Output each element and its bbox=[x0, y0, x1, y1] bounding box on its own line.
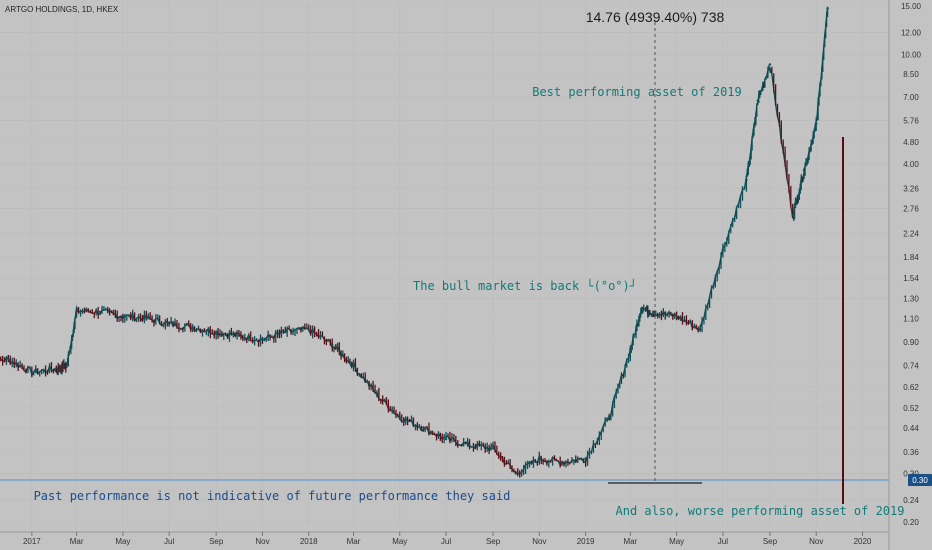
price-tick-label: 0.90 bbox=[903, 338, 919, 347]
price-point bbox=[145, 317, 148, 320]
annotation-best-performing: Best performing asset of 2019 bbox=[532, 85, 742, 99]
time-tick-label: Mar bbox=[70, 537, 84, 546]
price-tick-label: 4.80 bbox=[903, 138, 919, 147]
time-tick-label: Sep bbox=[209, 537, 224, 546]
time-axis: 2017 Mar May Jul Sep Nov 2018 Mar May Jul Sep Nov 20… bbox=[23, 532, 872, 546]
time-tick-label: Sep bbox=[763, 537, 778, 546]
time-tick-label: Jul bbox=[164, 537, 174, 546]
price-tick-label: 0.62 bbox=[903, 383, 919, 392]
price-tick-label: 7.00 bbox=[903, 93, 919, 102]
price-point bbox=[375, 393, 379, 396]
price-point bbox=[352, 364, 355, 367]
price-point bbox=[75, 309, 78, 313]
price-point bbox=[30, 371, 34, 374]
price-point bbox=[560, 460, 564, 464]
price-point bbox=[237, 334, 241, 337]
price-point bbox=[791, 214, 794, 217]
time-tick-label: May bbox=[392, 537, 407, 546]
time-tick-label: 2019 bbox=[577, 537, 595, 546]
price-tick-label: 5.76 bbox=[903, 116, 919, 125]
price-point bbox=[167, 322, 171, 326]
price-tick-label: 3.26 bbox=[903, 184, 919, 193]
price-point bbox=[422, 426, 425, 429]
price-point bbox=[191, 326, 194, 329]
time-tick-label: Jul bbox=[441, 537, 451, 546]
price-tick-label: 8.50 bbox=[903, 70, 919, 79]
price-tick-label: 4.00 bbox=[903, 160, 919, 169]
price-point bbox=[675, 314, 678, 318]
price-point bbox=[698, 328, 702, 331]
annotation-past-performance: Past performance is not indicative of fu… bbox=[34, 489, 511, 503]
price-tick-label: 12.00 bbox=[901, 29, 922, 38]
price-tick-label: 0.20 bbox=[903, 518, 919, 527]
time-tick-label: 2020 bbox=[854, 537, 872, 546]
price-point bbox=[652, 311, 656, 315]
price-point bbox=[65, 364, 68, 367]
price-point bbox=[121, 314, 125, 318]
price-point bbox=[261, 338, 264, 341]
price-tick-label: 10.00 bbox=[901, 50, 922, 59]
grid bbox=[0, 0, 889, 532]
price-point bbox=[721, 248, 725, 252]
price-point bbox=[54, 367, 57, 371]
price-point bbox=[307, 328, 310, 331]
price-tick-label: 2.76 bbox=[903, 204, 919, 213]
time-tick-label: Jul bbox=[718, 537, 728, 546]
time-tick-label: Mar bbox=[623, 537, 637, 546]
time-tick-label: Mar bbox=[347, 537, 361, 546]
time-tick-label: 2018 bbox=[300, 537, 318, 546]
price-axis: 15.00 12.00 10.00 8.50 7.00 5.76 4.80 4.00 3.26 2… bbox=[901, 2, 922, 527]
measure-label: 14.76 (4939.40%) 738 bbox=[586, 9, 725, 25]
price-point bbox=[538, 457, 541, 460]
price-line bbox=[0, 8, 829, 475]
price-point bbox=[514, 472, 518, 475]
price-point bbox=[491, 447, 495, 450]
price-tick-label: 15.00 bbox=[901, 2, 922, 11]
price-tick-label: 0.52 bbox=[903, 404, 919, 413]
price-tick-label: 1.30 bbox=[903, 294, 919, 303]
current-price-label: 0.30 bbox=[912, 476, 928, 485]
price-point bbox=[802, 168, 806, 172]
price-point bbox=[745, 178, 748, 182]
time-tick-label: Nov bbox=[532, 537, 546, 546]
price-point bbox=[284, 330, 287, 334]
current-price-badge bbox=[908, 474, 932, 486]
price-tick-label: 1.10 bbox=[903, 314, 919, 323]
price-tick-label: 2.24 bbox=[903, 229, 919, 238]
price-point bbox=[7, 358, 10, 361]
price-tick-label: 0.44 bbox=[903, 424, 919, 433]
annotation-bull-market: The bull market is back └(°o°)┘ bbox=[413, 278, 637, 293]
price-tick-label: 0.36 bbox=[903, 448, 919, 457]
chart-title: ARTGO HOLDINGS, 1D, HKEX bbox=[5, 5, 119, 14]
time-tick-label: May bbox=[669, 537, 684, 546]
price-point bbox=[640, 306, 643, 310]
time-tick-label: 2017 bbox=[23, 537, 41, 546]
price-point bbox=[584, 457, 587, 460]
price-series bbox=[0, 6, 829, 478]
price-tick-label: 1.54 bbox=[903, 274, 919, 283]
price-point bbox=[331, 343, 334, 347]
price-tick-label: 0.74 bbox=[903, 362, 919, 371]
price-point bbox=[214, 330, 218, 334]
time-tick-label: May bbox=[115, 537, 130, 546]
price-point bbox=[98, 310, 102, 314]
time-tick-label: Nov bbox=[255, 537, 269, 546]
annotation-worse-performing: And also, worse performing asset of 2019 bbox=[616, 504, 905, 518]
price-tick-label: 0.24 bbox=[903, 496, 919, 505]
price-point bbox=[815, 122, 818, 125]
price-tick-label: 1.84 bbox=[903, 253, 919, 262]
time-tick-label: Nov bbox=[809, 537, 823, 546]
price-point bbox=[444, 437, 448, 441]
price-point bbox=[468, 444, 471, 447]
price-point bbox=[768, 63, 772, 66]
price-point bbox=[629, 347, 632, 351]
price-point bbox=[607, 416, 611, 419]
price-point bbox=[756, 99, 760, 102]
price-point bbox=[826, 7, 829, 10]
time-tick-label: Sep bbox=[486, 537, 501, 546]
price-point bbox=[398, 416, 401, 419]
